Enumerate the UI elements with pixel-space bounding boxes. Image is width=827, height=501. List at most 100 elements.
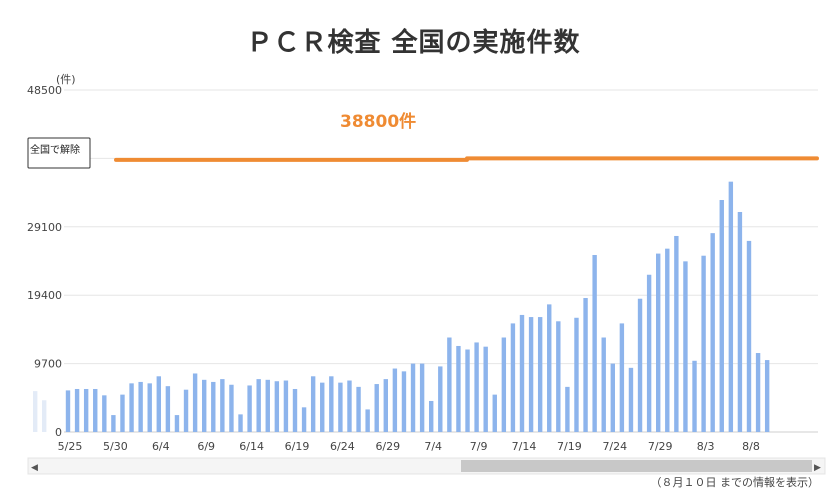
bar	[283, 380, 289, 432]
bar	[737, 211, 743, 432]
bar	[637, 298, 643, 432]
bar	[347, 380, 352, 432]
bar	[746, 240, 752, 432]
bar	[465, 349, 470, 432]
ghost-bars	[33, 391, 47, 432]
x-tick-label: 7/4	[424, 440, 442, 453]
bar	[74, 388, 80, 432]
bar	[537, 317, 543, 432]
footnote: （８月１０日 までの情報を表示）	[650, 476, 820, 489]
bar	[728, 181, 734, 432]
x-tick-label: 5/30	[103, 440, 128, 453]
bar	[365, 409, 370, 432]
bar	[410, 363, 416, 432]
bar	[356, 386, 361, 432]
bar	[274, 381, 280, 432]
bar	[501, 337, 507, 432]
bar	[329, 376, 334, 432]
bar	[456, 345, 461, 432]
x-tick-label: 7/19	[557, 440, 582, 453]
bar	[610, 363, 615, 432]
bar	[447, 337, 452, 432]
bar	[683, 261, 688, 432]
bar	[93, 388, 98, 432]
bar	[256, 379, 261, 432]
bar	[111, 415, 116, 432]
bar	[174, 415, 180, 432]
bar	[628, 367, 634, 432]
bar	[429, 400, 434, 432]
bar	[755, 353, 761, 432]
y-tick-label: 19400	[27, 289, 62, 302]
y-tick-label: 0	[55, 426, 62, 439]
bar	[338, 382, 343, 432]
bar	[556, 321, 561, 432]
tooltip-text: 全国で解除	[30, 143, 80, 156]
bar	[192, 373, 198, 432]
bar	[292, 388, 298, 432]
bar	[301, 407, 307, 432]
bar	[138, 381, 143, 432]
chart-title: ＰＣＲ検査 全国の実施件数	[246, 28, 581, 58]
x-tick-label: 6/9	[197, 440, 215, 453]
y-axis-unit: (件)	[56, 73, 76, 86]
y-tick-label: 29100	[27, 221, 62, 234]
bar	[764, 360, 770, 432]
bar	[492, 394, 497, 432]
bar	[519, 314, 525, 432]
tooltip: 全国で解除	[27, 137, 91, 169]
x-tick-label: 6/29	[375, 440, 400, 453]
bar	[601, 337, 606, 432]
bar	[229, 384, 234, 432]
bar-faded	[33, 391, 38, 432]
x-tick-label: 7/14	[512, 440, 537, 453]
bar	[102, 395, 107, 432]
bar	[710, 233, 715, 432]
bar	[392, 368, 398, 432]
bar	[83, 388, 89, 432]
bar	[528, 317, 534, 432]
bar	[574, 317, 579, 432]
x-axis-ticks: 5/25 5/30 6/4 6/9 6/14 6/19 6/24 6/29 7/4 7/9 7/14…	[58, 440, 760, 453]
bar	[265, 379, 270, 432]
bars	[65, 181, 770, 432]
reference-line-label: 38800件	[340, 111, 416, 132]
x-tick-label: 8/8	[742, 440, 760, 453]
bar	[156, 376, 161, 432]
x-tick-label: 6/24	[330, 440, 355, 453]
y-tick-label: 9700	[34, 358, 62, 371]
bar	[238, 414, 243, 432]
bar	[646, 274, 652, 432]
x-tick-label: 7/9	[470, 440, 488, 453]
bar	[120, 394, 125, 432]
bar	[320, 382, 325, 432]
bar	[438, 366, 443, 432]
bar	[565, 386, 570, 432]
y-axis-ticks: 0970019400291003880048500	[27, 84, 62, 439]
bar	[583, 298, 588, 432]
scrollbar-thumb[interactable]	[461, 460, 812, 472]
bar	[674, 235, 679, 432]
bar	[165, 386, 171, 432]
bar	[383, 379, 388, 432]
bar	[510, 323, 516, 432]
scrollbar[interactable]: ◀ ▶	[27, 457, 826, 475]
bar-faded	[42, 400, 47, 432]
bar	[665, 248, 670, 432]
bar	[65, 390, 71, 432]
bar	[129, 383, 134, 432]
scroll-left-arrow-icon[interactable]: ◀	[31, 463, 38, 473]
x-tick-label: 7/24	[602, 440, 627, 453]
bar	[220, 379, 225, 432]
bar	[692, 360, 697, 432]
bar	[719, 200, 724, 432]
scroll-right-arrow-icon[interactable]: ▶	[814, 463, 821, 473]
bar	[547, 304, 552, 432]
x-tick-label: 8/3	[697, 440, 715, 453]
bar	[483, 346, 488, 432]
bar	[211, 381, 216, 432]
bar	[701, 255, 706, 432]
bar	[202, 379, 207, 432]
x-tick-label: 6/19	[285, 440, 310, 453]
